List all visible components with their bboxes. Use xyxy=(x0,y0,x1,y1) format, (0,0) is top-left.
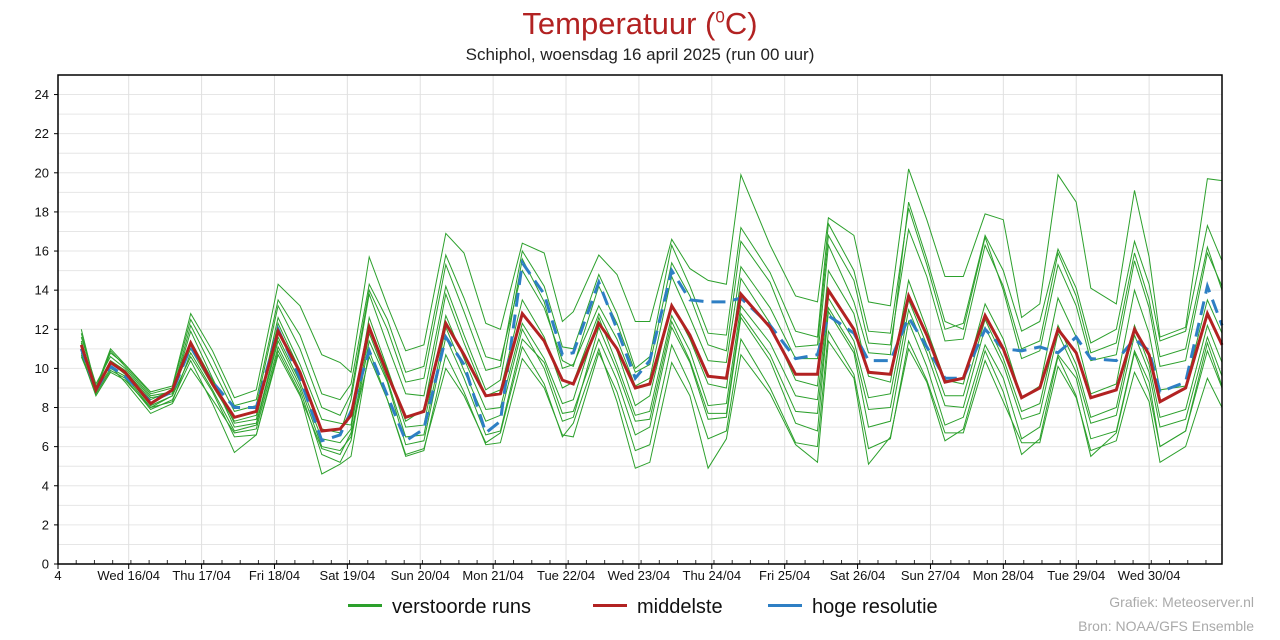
ensemble-series-line xyxy=(80,296,1223,444)
x-tick-label: Sun 20/04 xyxy=(391,568,450,583)
y-tick-label: 12 xyxy=(35,322,49,337)
title-end: C) xyxy=(724,6,758,41)
y-tick-label: 20 xyxy=(35,165,49,180)
y-tick-label: 4 xyxy=(42,478,49,493)
ensemble-series-line xyxy=(80,227,1223,407)
legend-mean-swatch xyxy=(593,604,627,608)
x-tick-label: Tue 29/04 xyxy=(1047,568,1105,583)
ensemble-series-group xyxy=(80,168,1223,475)
ensemble-series-line xyxy=(80,201,1223,434)
x-tick-label: 4 xyxy=(54,568,61,583)
x-tick-label: Thu 17/04 xyxy=(172,568,231,583)
x-tick-label: Thu 24/04 xyxy=(683,568,742,583)
credit-graph: Grafiek: Meteoserver.nl xyxy=(1109,594,1254,610)
legend-mean: middelste xyxy=(593,596,723,619)
ensemble-series-line xyxy=(80,168,1223,399)
ensemble-series-line xyxy=(80,329,1223,464)
x-tick-label: Tue 22/04 xyxy=(537,568,595,583)
y-tick-label: 14 xyxy=(35,283,49,298)
title-degree: 0 xyxy=(715,7,725,27)
y-tick-label: 6 xyxy=(42,439,49,454)
legend-mean-label: middelste xyxy=(637,596,723,618)
title-main: Temperatuur ( xyxy=(522,6,716,41)
plot-frame xyxy=(57,74,1223,565)
chart-subtitle: Schiphol, woensdag 16 april 2025 (run 00… xyxy=(465,45,815,64)
x-axis-ticks: 4 Wed 16/04 Thu 17/04 Fri 18/04 Sat 19/04 Sun… xyxy=(54,564,1180,583)
x-tick-label: Wed 30/04 xyxy=(1118,568,1181,583)
y-tick-label: 18 xyxy=(35,204,49,219)
x-tick-label: Wed 16/04 xyxy=(97,568,160,583)
y-tick-label: 10 xyxy=(35,361,49,376)
mean-series-line xyxy=(79,285,1224,433)
legend-hires: hoge resolutie xyxy=(768,596,938,619)
legend-hires-swatch xyxy=(768,604,802,608)
x-tick-label: Fri 25/04 xyxy=(759,568,810,583)
credit-source: Bron: NOAA/GFS Ensemble xyxy=(1078,618,1254,634)
x-tick-label: Mon 21/04 xyxy=(462,568,523,583)
x-tick-label: Wed 23/04 xyxy=(608,568,671,583)
y-tick-label: 24 xyxy=(35,87,49,102)
x-tick-label: Sat 19/04 xyxy=(320,568,376,583)
legend-ensemble-swatch xyxy=(348,604,382,608)
x-tick-label: Fri 18/04 xyxy=(249,568,300,583)
chart-title: Temperatuur (0C) xyxy=(0,6,1280,42)
x-tick-label: Sun 27/04 xyxy=(901,568,960,583)
legend-ensemble: verstoorde runs xyxy=(348,596,531,619)
y-tick-label: 8 xyxy=(42,400,49,415)
y-tick-label: 16 xyxy=(35,244,49,259)
y-tick-label: 22 xyxy=(35,126,49,141)
y-tick-label: 2 xyxy=(42,517,49,532)
ensemble-series-line xyxy=(80,310,1223,463)
ensemble-series-line xyxy=(80,306,1223,452)
main-series-group xyxy=(79,258,1224,444)
grid-lines xyxy=(57,75,1222,564)
ensemble-series-line xyxy=(80,339,1223,475)
legend-hires-label: hoge resolutie xyxy=(812,596,938,618)
y-tick-label: 0 xyxy=(42,557,49,572)
legend-ensemble-label: verstoorde runs xyxy=(392,596,531,618)
x-tick-label: Sat 26/04 xyxy=(830,568,886,583)
x-tick-label: Mon 28/04 xyxy=(973,568,1034,583)
